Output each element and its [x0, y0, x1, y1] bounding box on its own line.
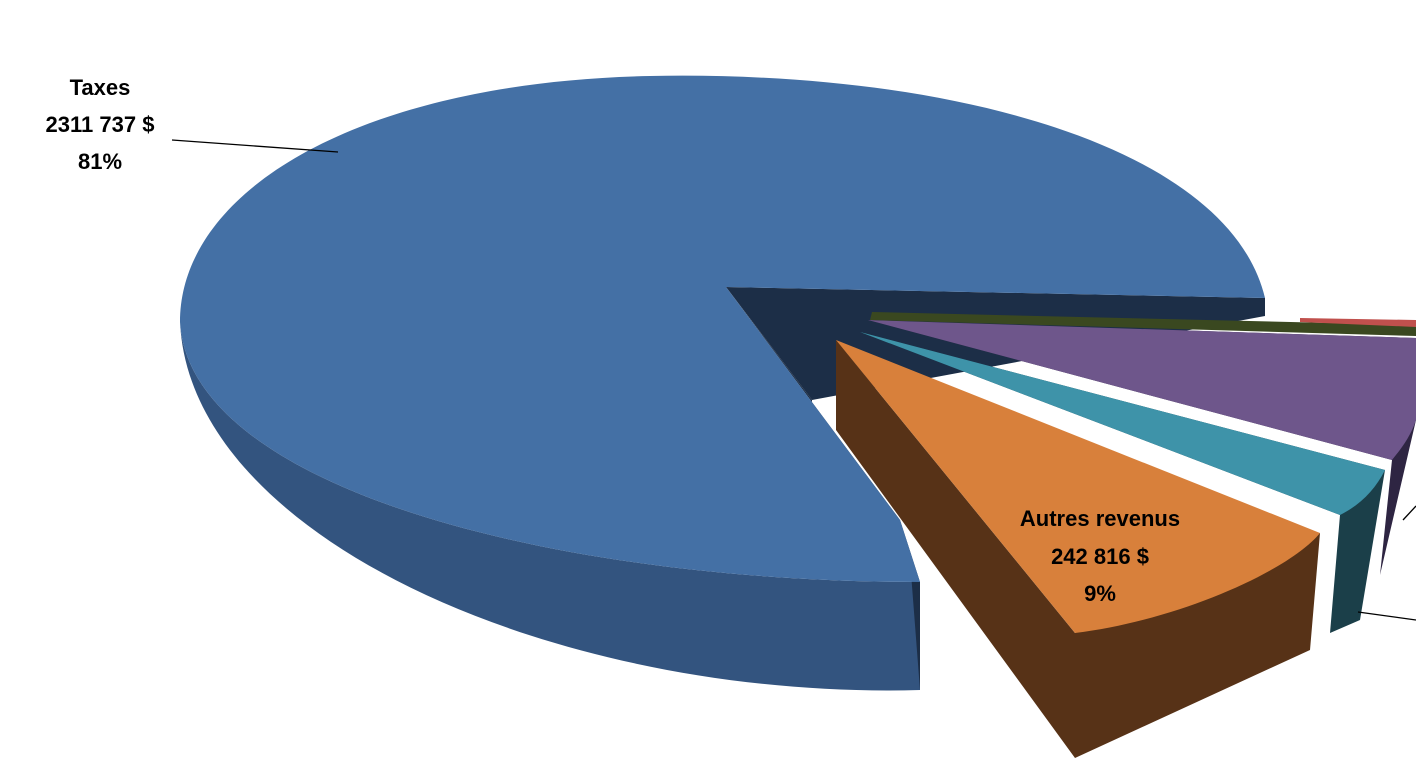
autres-label-percent: 9%: [1084, 581, 1116, 606]
taxes-side-wall: [180, 322, 920, 691]
taxes-leader-line: [171, 139, 339, 153]
taxes-label-percent: 81%: [78, 149, 122, 174]
leader-line-right-2: [1402, 505, 1416, 521]
pie-slice-autres-revenus: [836, 340, 1320, 758]
taxes-top: [180, 75, 1265, 582]
red-top: [1300, 318, 1416, 327]
green-top: [870, 312, 1416, 336]
taxes-label-value: 2311 737 $: [46, 112, 155, 137]
taxes-label-name: Taxes: [70, 75, 131, 100]
autres-label-name: Autres revenus: [1020, 506, 1180, 531]
autres-top: [836, 340, 1320, 633]
autres-label-value: 242 816 $: [1051, 544, 1149, 569]
pie-slice-red: [1300, 318, 1416, 327]
autres-side-wall: [836, 340, 1320, 758]
pie-slice-green: [870, 312, 1416, 336]
leader-line-right-1: [1357, 611, 1416, 621]
purple-top: [868, 320, 1416, 460]
pie-slice-purple: [868, 320, 1416, 575]
teal-top: [860, 332, 1385, 515]
pie-slice-teal: [860, 332, 1385, 633]
